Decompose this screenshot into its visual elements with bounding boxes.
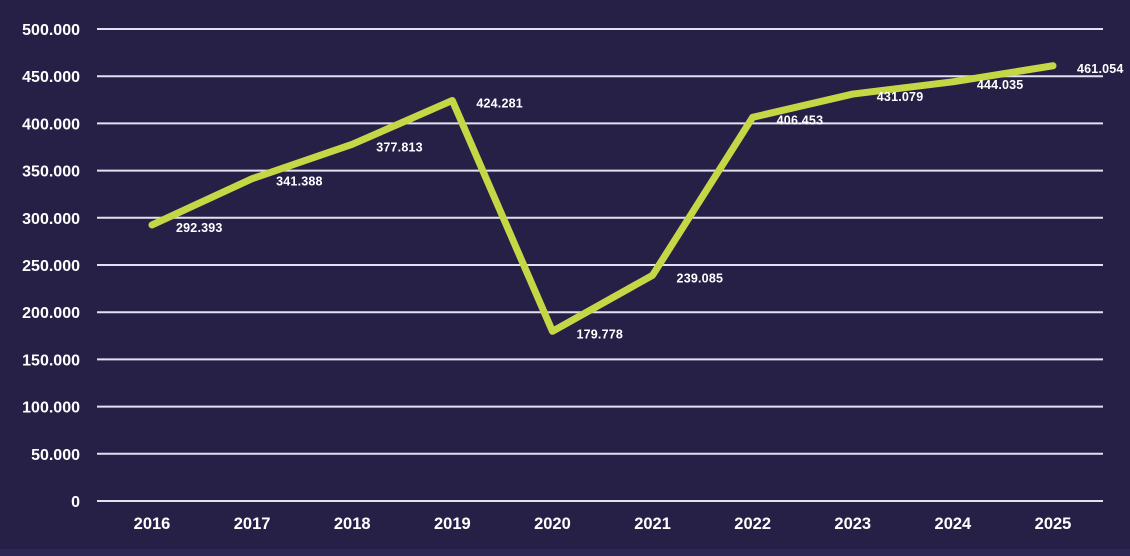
x-axis-tick-label: 2019 [434, 515, 471, 533]
x-axis-tick-label: 2017 [234, 515, 271, 533]
data-point-label: 461.054 [1077, 62, 1124, 76]
data-point-label: 239.085 [677, 271, 724, 285]
y-axis-tick-label: 100.000 [22, 400, 80, 417]
x-axis-tick-label: 2020 [534, 515, 571, 533]
y-axis-tick-label: 500.000 [22, 22, 80, 39]
data-point-label: 424.281 [476, 96, 523, 110]
y-axis-tick-label: 400.000 [22, 116, 80, 133]
y-axis-tick-label: 450.000 [22, 69, 80, 86]
data-point-label: 377.813 [376, 140, 423, 154]
x-axis-tick-label: 2024 [935, 515, 973, 533]
data-series-line [148, 62, 1057, 335]
data-point-label: 292.393 [176, 221, 223, 235]
y-axis-tick-label: 300.000 [22, 211, 80, 228]
x-axis-tick-label: 2016 [134, 515, 171, 533]
x-axis-tick-label: 2025 [1035, 515, 1072, 533]
data-point-label: 406.453 [777, 113, 824, 127]
y-axis-tick-label: 250.000 [22, 258, 80, 275]
data-point-label: 431.079 [877, 90, 924, 104]
x-axis-tick-label: 2022 [734, 515, 771, 533]
data-point-label: 179.778 [576, 327, 623, 341]
x-axis-tick-label: 2021 [634, 515, 671, 533]
y-axis-tick-label: 200.000 [22, 305, 80, 322]
data-point-label: 444.035 [977, 78, 1024, 92]
y-axis-tick-label: 50.000 [31, 447, 80, 464]
y-axis-tick-label: 350.000 [22, 164, 80, 181]
x-axis-tick-label: 2018 [334, 515, 371, 533]
data-point-label: 341.388 [276, 175, 323, 189]
y-axis-tick-label: 150.000 [22, 352, 80, 369]
x-axis-tick-label: 2023 [834, 515, 871, 533]
y-axis-tick-label: 0 [71, 494, 80, 511]
bottom-strip [0, 549, 1130, 556]
